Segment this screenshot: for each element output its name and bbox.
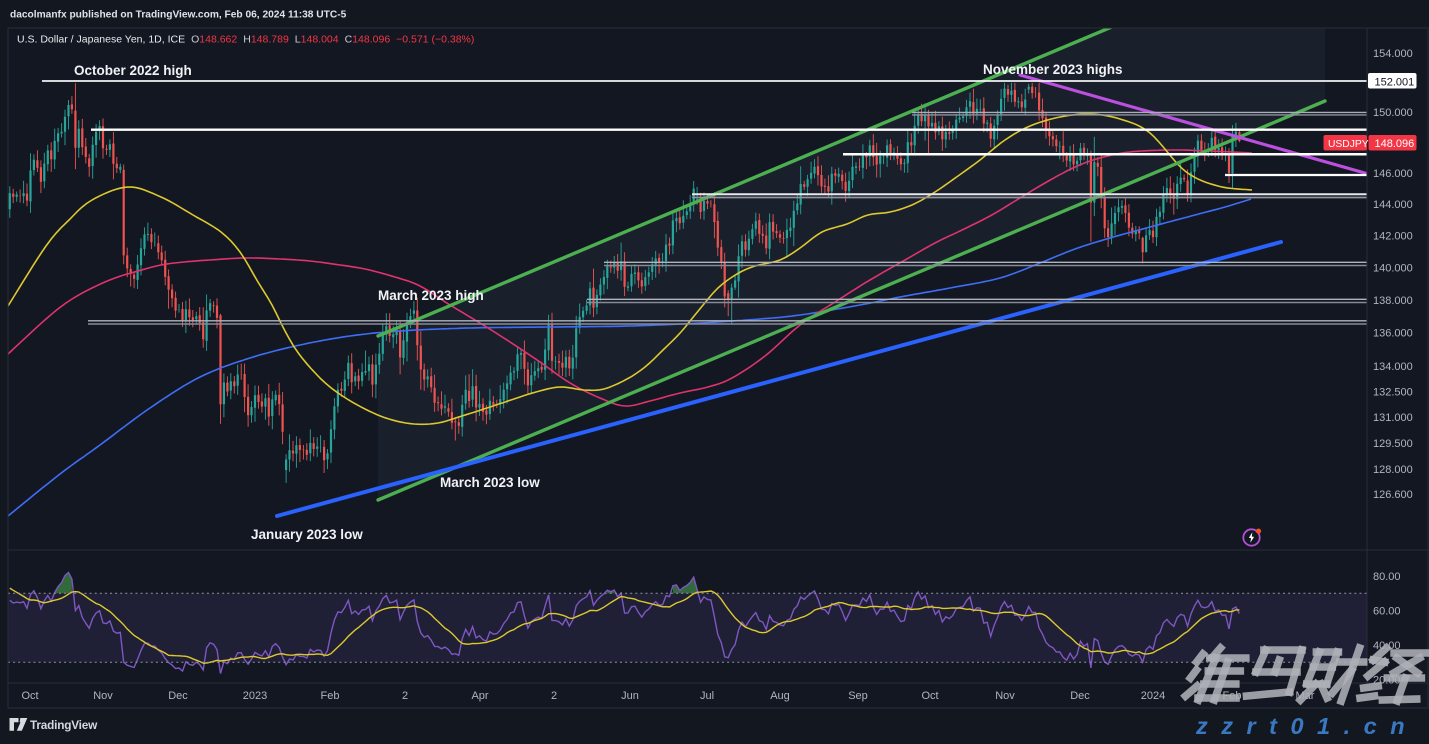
svg-text:138.000: 138.000 xyxy=(1373,295,1413,307)
svg-text:150.000: 150.000 xyxy=(1373,107,1413,119)
svg-text:129.500: 129.500 xyxy=(1373,438,1413,450)
svg-text:142.000: 142.000 xyxy=(1373,231,1413,243)
svg-text:2: 2 xyxy=(551,690,557,702)
svg-text:March 2023 high: March 2023 high xyxy=(378,288,484,303)
svg-text:132.500: 132.500 xyxy=(1373,386,1413,398)
svg-text:Jul: Jul xyxy=(700,690,714,702)
svg-text:131.000: 131.000 xyxy=(1373,412,1413,424)
svg-text:136.000: 136.000 xyxy=(1373,328,1413,340)
svg-text:140.000: 140.000 xyxy=(1373,262,1413,274)
svg-text:Nov: Nov xyxy=(995,690,1015,702)
svg-text:128.000: 128.000 xyxy=(1373,464,1413,476)
svg-text:November 2023 highs: November 2023 highs xyxy=(983,62,1123,77)
svg-text:zzrt01.cn: zzrt01.cn xyxy=(1195,713,1418,739)
svg-text:Nov: Nov xyxy=(93,690,113,702)
svg-text:126.600: 126.600 xyxy=(1373,489,1413,501)
svg-text:Dec: Dec xyxy=(168,690,188,702)
svg-text:60.00: 60.00 xyxy=(1373,606,1401,618)
svg-text:144.000: 144.000 xyxy=(1373,199,1413,211)
svg-text:146.000: 146.000 xyxy=(1373,168,1413,180)
svg-text:Oct: Oct xyxy=(21,690,38,702)
svg-text:2023: 2023 xyxy=(243,690,267,702)
svg-text:Feb: Feb xyxy=(321,690,340,702)
svg-text:Aug: Aug xyxy=(770,690,790,702)
svg-text:152.001: 152.001 xyxy=(1375,77,1415,89)
svg-text:154.000: 154.000 xyxy=(1373,48,1413,60)
svg-text:USDJPY: USDJPY xyxy=(1328,139,1369,150)
svg-text:Sep: Sep xyxy=(848,690,868,702)
svg-text:148.096: 148.096 xyxy=(1375,138,1415,150)
svg-text:Jun: Jun xyxy=(621,690,639,702)
svg-text:March 2023 low: March 2023 low xyxy=(440,475,540,490)
svg-text:Apr: Apr xyxy=(471,690,488,702)
svg-text:2024: 2024 xyxy=(1141,690,1165,702)
svg-text:Oct: Oct xyxy=(921,690,938,702)
svg-text:TradingView: TradingView xyxy=(30,718,98,732)
svg-text:dacolmanfx published on Tradin: dacolmanfx published on TradingView.com,… xyxy=(10,10,347,21)
svg-text:134.000: 134.000 xyxy=(1373,361,1413,373)
svg-text:Dec: Dec xyxy=(1070,690,1090,702)
svg-text:January 2023 low: January 2023 low xyxy=(251,527,363,542)
svg-text:2: 2 xyxy=(402,690,408,702)
svg-text:U.S. Dollar / Japanese Yen, 1D: U.S. Dollar / Japanese Yen, 1D, ICE O148.… xyxy=(17,34,474,46)
svg-text:October 2022 high: October 2022 high xyxy=(74,63,192,78)
svg-text:80.00: 80.00 xyxy=(1373,571,1401,583)
